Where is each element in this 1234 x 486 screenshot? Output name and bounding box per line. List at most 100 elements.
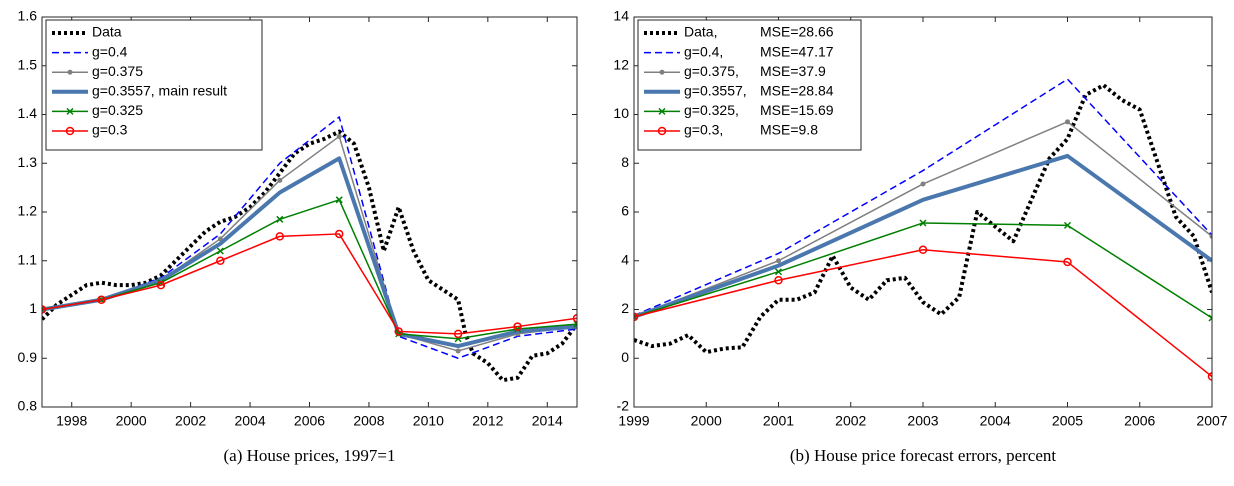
marker xyxy=(216,247,224,255)
axes-box xyxy=(633,16,1213,408)
legend-note: MSE=28.66 xyxy=(760,24,834,40)
y-tick-label: 14 xyxy=(613,8,629,24)
series-line xyxy=(634,78,1212,317)
marker xyxy=(920,181,926,187)
x-tick-label: 2003 xyxy=(907,413,938,429)
legend-label: g=0.325, xyxy=(684,102,739,118)
legend-label: g=0.3 xyxy=(92,122,128,138)
y-tick-label: 1 xyxy=(29,300,37,316)
x-tick-label: 2014 xyxy=(532,413,563,429)
legend-note: MSE=47.17 xyxy=(760,43,834,59)
y-tick-label: 2 xyxy=(621,300,629,316)
x-tick-label: 2001 xyxy=(763,413,794,429)
marker xyxy=(394,327,403,336)
marker xyxy=(572,314,577,323)
legend-label: g=0.4, xyxy=(684,43,723,59)
marker xyxy=(774,276,783,285)
y-tick-label: -2 xyxy=(617,398,630,414)
y-tick-label: 0.9 xyxy=(18,349,38,365)
marker xyxy=(918,245,928,255)
y-tick-label: 8 xyxy=(621,154,629,170)
marker xyxy=(1207,372,1212,381)
legend-box xyxy=(637,19,862,151)
legend-label: g=0.375, xyxy=(684,63,739,79)
marker xyxy=(1065,119,1070,125)
y-tick-label: 1.6 xyxy=(18,8,38,24)
x-tick-label: 2012 xyxy=(472,413,503,429)
legend-note: MSE=37.9 xyxy=(760,63,826,79)
x-tick-label: 2005 xyxy=(1052,413,1083,429)
marker xyxy=(1063,257,1072,267)
x-tick-label: 2004 xyxy=(234,413,265,429)
marker xyxy=(334,229,344,239)
marker xyxy=(634,313,638,321)
series-group xyxy=(42,116,577,383)
legend-label: g=0.375 xyxy=(92,63,143,79)
marker xyxy=(513,322,522,331)
marker xyxy=(1063,221,1072,229)
y-tick-label: 10 xyxy=(613,105,629,121)
marker xyxy=(335,196,343,204)
legend-marker xyxy=(659,69,665,75)
legend-marker xyxy=(65,126,75,136)
marker xyxy=(275,232,285,241)
marker xyxy=(1208,314,1212,322)
marker xyxy=(1209,233,1212,239)
marker xyxy=(42,305,46,314)
marker xyxy=(453,329,463,339)
marker xyxy=(776,258,781,264)
x-tick-label: 2000 xyxy=(691,413,722,429)
x-tick-label: 1999 xyxy=(618,413,649,429)
y-tick-label: 1.1 xyxy=(18,251,38,267)
x-tick-label: 2010 xyxy=(413,413,444,429)
series-line xyxy=(42,156,577,349)
legend-label: g=0.3557, xyxy=(684,83,747,99)
legend-label: Data, xyxy=(684,24,717,40)
legend-note: MSE=15.69 xyxy=(760,102,834,118)
chart: -2 0 2 4 6 8 10 12 14 1999 2000 2001 2002 2003 2004 200… xyxy=(613,8,1227,465)
y-tick-label: 1.4 xyxy=(18,105,38,121)
x-tick-label: 2002 xyxy=(835,413,866,429)
y-tick-label: 12 xyxy=(613,56,629,72)
x-tick-label: 2002 xyxy=(175,413,206,429)
y-tick-label: 1.2 xyxy=(18,203,38,219)
x-tick-label: 2008 xyxy=(353,413,384,429)
y-tick-label: 1.3 xyxy=(18,154,38,170)
legend-label: g=0.325 xyxy=(92,102,143,118)
legend-marker xyxy=(657,126,667,136)
legend-marker xyxy=(659,69,665,75)
marker xyxy=(276,215,284,223)
marker xyxy=(774,268,783,276)
series-line xyxy=(634,153,1212,319)
legend-marker xyxy=(67,69,73,75)
y-tick-label: 0.8 xyxy=(18,398,38,414)
x-tick-label: 1998 xyxy=(56,413,87,429)
legend-marker xyxy=(67,69,73,75)
y-tick-label: 0 xyxy=(621,349,629,365)
legend-label: g=0.4 xyxy=(92,43,128,59)
marker xyxy=(919,219,927,227)
legend-box xyxy=(45,19,263,151)
marker xyxy=(156,280,166,290)
legend-label: Data xyxy=(92,24,122,40)
series-group xyxy=(634,78,1212,381)
x-tick-label: 2007 xyxy=(1196,413,1227,429)
y-tick-label: 4 xyxy=(621,251,629,267)
axes-box xyxy=(41,16,578,408)
legend-label: g=0.3, xyxy=(684,122,723,138)
marker xyxy=(634,312,639,322)
caption: (b) House price forecast errors, percent xyxy=(790,446,1056,465)
legend-note: MSE=9.8 xyxy=(760,122,818,138)
legend-marker xyxy=(65,126,75,136)
x-tick-label: 2006 xyxy=(1124,413,1155,429)
legend-marker xyxy=(66,107,74,115)
marker xyxy=(573,320,577,328)
series-line xyxy=(42,233,577,335)
marker xyxy=(97,295,106,304)
marker xyxy=(42,305,47,314)
marker xyxy=(277,177,283,183)
legend-marker xyxy=(658,107,666,115)
marker xyxy=(455,348,461,354)
y-tick-label: 6 xyxy=(621,203,629,219)
legend-label: g=0.3557, main result xyxy=(92,83,227,99)
